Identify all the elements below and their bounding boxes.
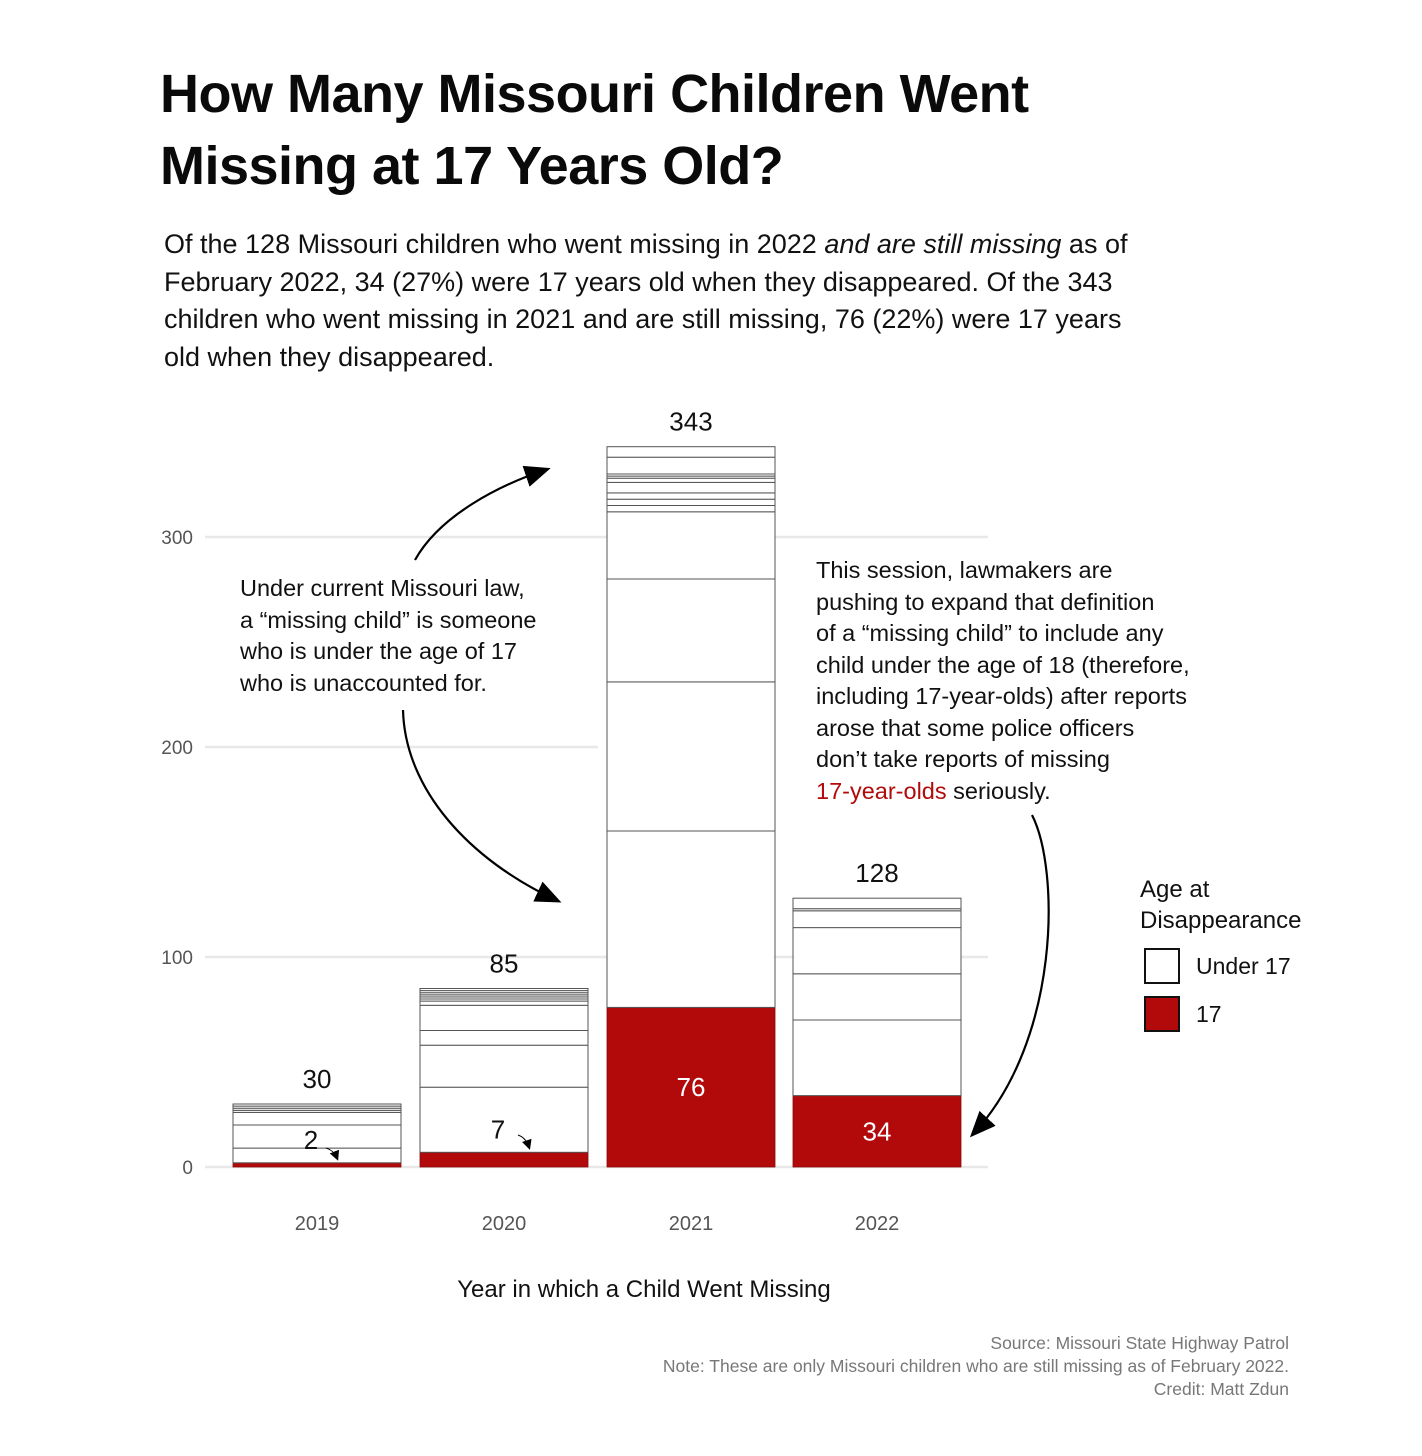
bar-segment-under-17 <box>419 1086 589 1153</box>
bar-segment-under-17 <box>232 1111 402 1126</box>
total-label: 128 <box>855 858 898 888</box>
bar-segment-under-17 <box>606 830 776 1008</box>
bar-segment-under-17 <box>606 578 776 683</box>
y-axis-ticks: 0 100 200 300 <box>161 528 193 1179</box>
x-tick-label: 2019 <box>295 1213 340 1235</box>
bar-2020 <box>419 988 589 1168</box>
y-tick-label: 200 <box>161 738 193 759</box>
legend-label-under-17: Under 17 <box>1196 952 1291 979</box>
arrow-to-2021-top <box>414 465 551 561</box>
bar-segment-under-17 <box>606 505 776 513</box>
total-label: 343 <box>669 407 712 437</box>
seventeen-label: 7 <box>491 1114 505 1144</box>
bar-segment-17 <box>792 1095 962 1168</box>
bar-segment-under-17 <box>419 1000 589 1006</box>
bar-2022 <box>792 897 962 1168</box>
annotation-right-tail: seriously. <box>946 777 1051 804</box>
bar-segment-under-17 <box>792 973 962 1021</box>
bar-segment-under-17 <box>792 1019 962 1097</box>
annotation-right: This session, lawmakers are pushing to e… <box>816 555 1190 807</box>
legend: Age at Disappearance Under 17 17 <box>1140 874 1301 1032</box>
x-tick-label: 2020 <box>482 1213 527 1235</box>
bar-segment-under-17 <box>606 511 776 580</box>
bar-segment-under-17 <box>606 481 776 494</box>
bars <box>232 446 962 1168</box>
bar-segment-under-17 <box>606 498 776 507</box>
bar-2021 <box>606 446 776 1168</box>
legend-swatch-under-17 <box>1144 948 1180 984</box>
bar-segment-under-17 <box>606 456 776 475</box>
legend-item-under-17: Under 17 <box>1140 948 1301 984</box>
x-tick-label: 2021 <box>669 1213 714 1235</box>
annotation-right-highlight: 17-year-olds <box>816 777 947 804</box>
legend-swatch-17 <box>1144 996 1180 1032</box>
footer: Source: Missouri State Highway Patrol No… <box>663 1332 1289 1401</box>
total-label: 30 <box>303 1064 332 1094</box>
arrow-to-2020-bar <box>401 709 562 903</box>
bar-segment-17 <box>419 1151 589 1168</box>
bar-segment-under-17 <box>792 927 962 975</box>
legend-item-17: 17 <box>1140 996 1301 1032</box>
y-tick-label: 300 <box>161 528 193 549</box>
seventeen-label: 34 <box>863 1116 892 1146</box>
footer-source: Source: Missouri State Highway Patrol <box>990 1333 1289 1353</box>
bar-segment-17 <box>606 1007 776 1168</box>
annotation-arrows <box>325 465 1050 1161</box>
bar-segment-under-17 <box>606 492 776 500</box>
bar-segment-under-17 <box>419 1004 589 1031</box>
total-label: 85 <box>490 949 519 979</box>
bar-segment-under-17 <box>419 1030 589 1046</box>
legend-label-17: 17 <box>1196 1000 1222 1027</box>
footer-note: Note: These are only Missouri children w… <box>662 1356 1289 1376</box>
subtitle-part: and are still missing <box>824 229 1062 259</box>
arrow-2020-small <box>517 1134 532 1150</box>
bar-segment-under-17 <box>606 446 776 458</box>
x-axis-title: Year in which a Child Went Missing <box>457 1276 831 1303</box>
seventeen-label: 76 <box>677 1072 706 1102</box>
bar-2019 <box>232 1103 402 1168</box>
x-tick-label: 2022 <box>855 1213 900 1235</box>
x-axis-ticks: 2019 2020 2021 2022 <box>295 1213 900 1235</box>
subtitle-part: Of the 128 Missouri children who went mi… <box>164 229 825 259</box>
bar-segment-under-17 <box>232 1103 402 1107</box>
legend-title: Age at Disappearance <box>1140 876 1302 934</box>
arrow-to-2022-red <box>969 814 1050 1138</box>
y-tick-label: 0 <box>182 1158 193 1179</box>
bar-segment-under-17 <box>606 477 776 483</box>
subtitle-part: as of February 2022, 34 (27%) were 17 ye… <box>164 229 1128 372</box>
bar-segment-under-17 <box>419 1044 589 1088</box>
annotation-right-text: This session, lawmakers are pushing to e… <box>816 557 1190 772</box>
chart-subtitle: Of the 128 Missouri children who went mi… <box>164 226 1164 376</box>
bar-segment-under-17 <box>792 897 962 910</box>
data-labels: 30 2 85 7 343 76 128 34 <box>303 407 899 1155</box>
bar-segment-under-17 <box>792 910 962 929</box>
y-tick-label: 100 <box>161 948 193 969</box>
bar-segment-under-17 <box>606 681 776 832</box>
seventeen-label: 2 <box>304 1125 318 1155</box>
annotation-left: Under current Missouri law, a “missing c… <box>240 575 537 696</box>
footer-credit: Credit: Matt Zdun <box>1153 1379 1289 1399</box>
arrow-2019-small <box>325 1147 340 1161</box>
bar-segment-under-17 <box>419 988 589 992</box>
bar-segment-17 <box>232 1162 402 1168</box>
chart-title: How Many Missouri Children Went Missing … <box>160 64 1029 196</box>
